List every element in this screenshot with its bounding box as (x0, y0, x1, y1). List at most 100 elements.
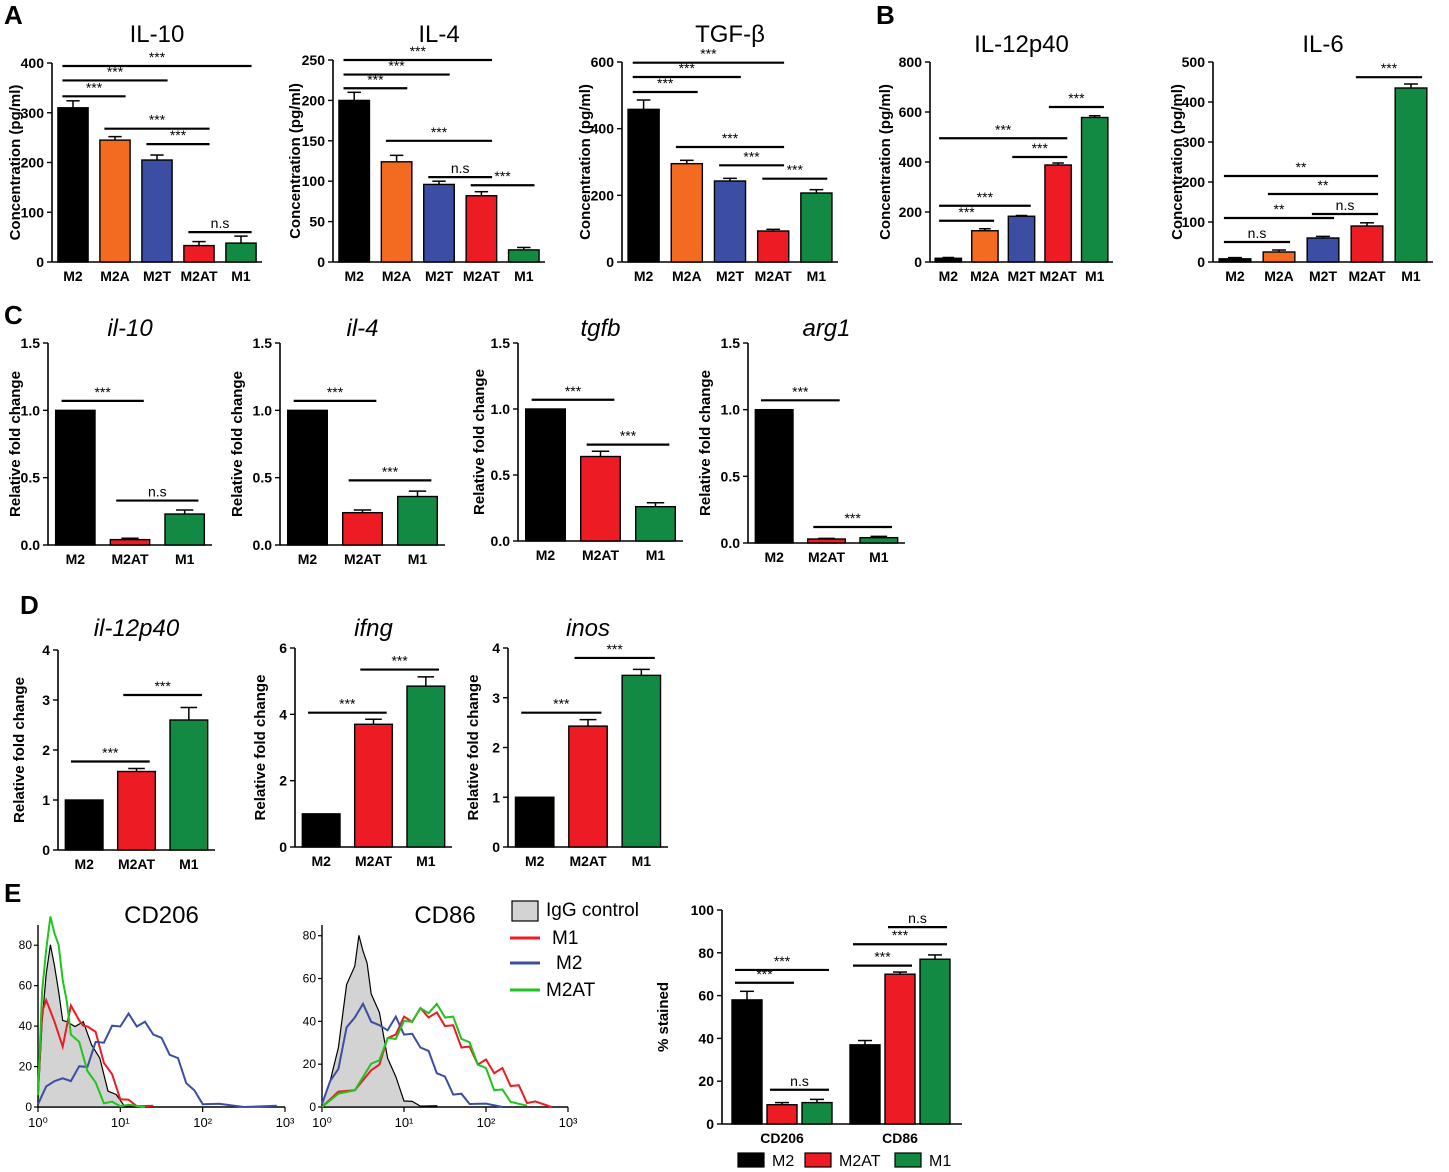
histogram-M2 (37, 1011, 277, 1109)
y-tick-label: 100 (302, 173, 326, 189)
category-label: M2A (672, 268, 702, 284)
bar-M2T (713, 180, 747, 263)
x-tick-label: 10² (193, 1115, 212, 1130)
significance-label: n.s (211, 215, 230, 231)
significance-label: ** (1274, 201, 1285, 217)
category-label: M2A (100, 268, 130, 284)
bar-M2AT (1044, 164, 1072, 263)
category-label: M1 (646, 547, 666, 563)
y-tick-label: 0 (36, 254, 44, 270)
panel-letter-c: C (4, 300, 23, 330)
y-axis-label: Relative fold change (229, 371, 246, 517)
bar-CD206-M2 (731, 999, 763, 1125)
y-axis-label: Concentration (pg/ml) (577, 84, 594, 240)
y-tick-label: 200 (21, 155, 45, 171)
bar-M2A (380, 161, 413, 263)
y-tick-label: 1.5 (491, 335, 511, 351)
significance-label: *** (388, 58, 405, 74)
y-tick-label: 4 (279, 706, 287, 722)
y-axis-label: Relative fold change (697, 370, 714, 516)
significance-label: *** (107, 63, 124, 79)
y-tick-label: 1.0 (491, 401, 511, 417)
category-label: M2 (298, 551, 318, 567)
y-tick-label: 1.0 (21, 402, 41, 418)
chart-a3: TGF-β 0 200 400 600 Concentration (pg/ml) M2 M2… (577, 21, 838, 284)
y-tick-label: 150 (302, 133, 326, 149)
bar-M1 (800, 192, 833, 263)
significance-label: ** (1296, 159, 1307, 175)
chart-c1: il-10 0.0 0.5 1.0 1.5 Relative fold change M2 M… (7, 315, 212, 567)
category-label: M2 (1225, 268, 1245, 284)
y-axis-label: % stained (655, 982, 672, 1052)
y-tick-label: 3 (42, 692, 50, 708)
category-label: M1 (408, 551, 428, 567)
chart-title: ifng (354, 615, 393, 642)
significance-label: n.s (1336, 197, 1355, 213)
category-label: M1 (416, 853, 436, 869)
histogram-M1 (37, 997, 154, 1108)
legend-label-M2AT: M2AT (546, 980, 596, 1001)
bar-CD86-M2 (849, 1044, 881, 1125)
y-tick-label: 0 (914, 254, 922, 270)
significance-label: n.s (790, 1073, 809, 1089)
category-label: M2AT (582, 547, 620, 563)
y-tick-label: 1.0 (721, 402, 741, 418)
category-label: M1 (632, 853, 652, 869)
y-tick-label: 0.5 (253, 470, 273, 486)
significance-label: *** (743, 148, 760, 164)
significance-label: *** (382, 463, 399, 479)
y-tick-label: 100 (21, 204, 45, 220)
significance-label: *** (494, 168, 511, 184)
category-label: M2AT (118, 856, 156, 872)
bar-M2A (99, 139, 131, 263)
legend-label-M2: M2 (556, 953, 582, 974)
bar-M2 (54, 409, 96, 546)
histogram-legend: IgG control M1 M2 M2AT (510, 900, 639, 1001)
y-tick-label: 0.0 (21, 537, 41, 553)
y-tick-label: 0 (309, 1100, 316, 1114)
chart-title: TGF-β (695, 21, 765, 48)
significance-label: *** (787, 162, 804, 178)
legend-swatch-IgG control (511, 900, 539, 922)
significance-label: *** (977, 189, 994, 205)
bar-M1 (507, 249, 540, 263)
category-label: M2AT (1348, 268, 1386, 284)
y-tick-label: 20 (698, 1073, 714, 1089)
bar-CD86-M1 (919, 958, 951, 1125)
chart-c3: tgfb 0.0 0.5 1.0 1.5 Relative fold change M2 M2… (471, 315, 683, 563)
significance-label: *** (102, 745, 119, 761)
bar-M2AT (109, 538, 151, 546)
y-tick-label: 200 (591, 187, 615, 203)
legend-label-M1: M1 (929, 1153, 951, 1170)
histogram-M2 (321, 1001, 503, 1108)
y-tick-label: 4 (42, 642, 50, 658)
category-label: M1 (231, 268, 251, 284)
significance-label: *** (606, 641, 623, 657)
bar-M2 (514, 796, 555, 848)
significance-label: *** (722, 130, 739, 146)
category-label: M2T (1309, 268, 1337, 284)
category-label: M2 (536, 547, 556, 563)
category-label: M2 (311, 853, 331, 869)
significance-label: *** (679, 60, 696, 76)
panel-letter-a: A (4, 0, 23, 30)
y-axis-label: Concentration (pg/ml) (877, 84, 894, 240)
significance-label: n.s (451, 160, 470, 176)
significance-label: *** (958, 204, 975, 220)
significance-label: *** (1032, 140, 1049, 156)
significance-label: *** (792, 383, 809, 399)
category-label: M1 (807, 268, 827, 284)
y-tick-label: 400 (21, 55, 45, 71)
y-tick-label: 0 (279, 839, 287, 855)
significance-label: *** (154, 678, 171, 694)
chart-a1: IL-10 0 100 200 300 400 Concentration (pg/ml) M… (7, 21, 262, 284)
significance-label: *** (844, 510, 861, 526)
significance-label: *** (1381, 60, 1398, 76)
significance-label: *** (892, 927, 909, 943)
category-label: M2T (716, 268, 744, 284)
bar-M2AT (183, 244, 215, 263)
y-tick-label: 0.5 (491, 467, 511, 483)
category-label: M2AT (808, 549, 846, 565)
